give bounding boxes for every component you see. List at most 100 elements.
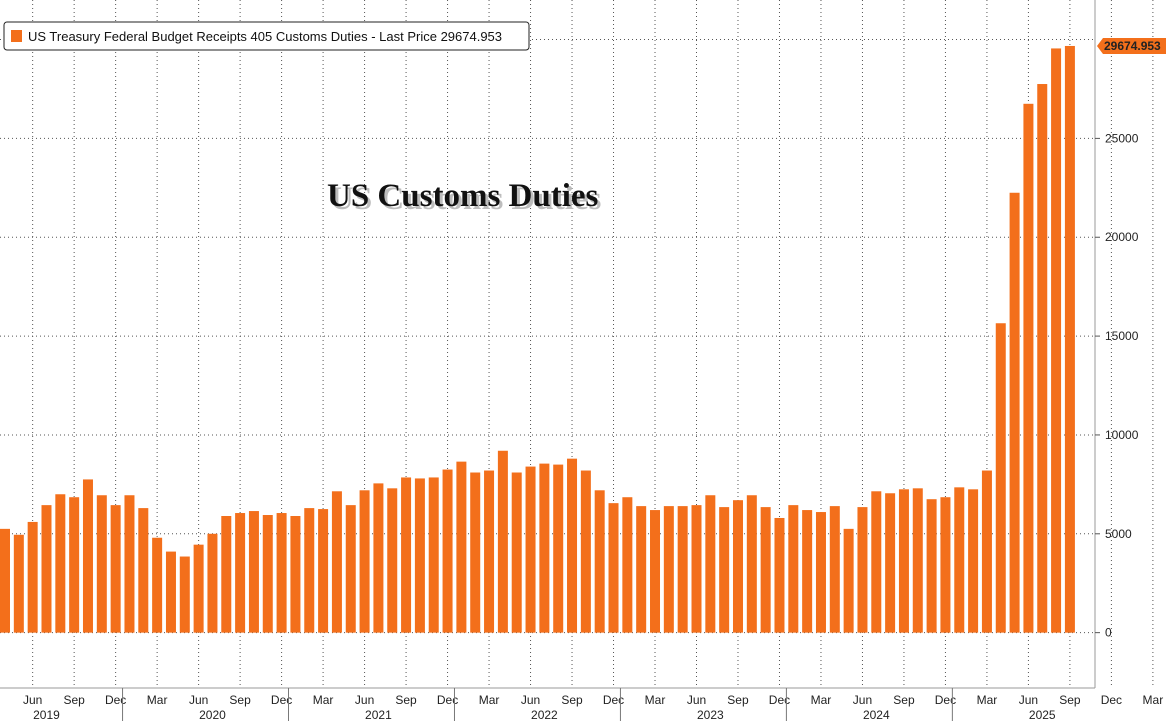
x-tick-label: Dec	[603, 693, 624, 707]
last-value-marker: 29674.953	[1097, 37, 1166, 54]
bar	[69, 497, 80, 633]
bar	[428, 477, 439, 633]
bar	[774, 517, 785, 633]
year-label: 2020	[199, 708, 226, 721]
x-tick-label: Mar	[811, 693, 832, 707]
bar	[13, 534, 24, 633]
x-tick-label: Dec	[769, 693, 790, 707]
bar	[732, 500, 743, 633]
bar	[968, 489, 979, 633]
x-tick-label: Sep	[63, 693, 85, 707]
bar	[55, 494, 66, 633]
x-tick-label: Jun	[355, 693, 374, 707]
bar	[580, 470, 591, 633]
year-label: 2024	[863, 708, 890, 721]
x-tick-label: Mar	[1143, 693, 1164, 707]
y-tick-label: 15000	[1105, 329, 1139, 343]
year-label: 2023	[697, 708, 724, 721]
bar	[912, 488, 923, 633]
x-tick-label: Mar	[313, 693, 334, 707]
bar	[193, 544, 204, 633]
bar	[608, 503, 619, 633]
bar	[290, 516, 301, 633]
bar	[663, 506, 674, 633]
bar	[41, 505, 52, 633]
bar	[456, 461, 467, 633]
bar	[1064, 45, 1075, 633]
x-tick-label: Mar	[645, 693, 666, 707]
bar	[857, 507, 868, 633]
x-tick-label: Mar	[479, 693, 500, 707]
bar	[1009, 192, 1020, 633]
bar	[262, 515, 273, 633]
bar	[553, 464, 564, 633]
bar	[650, 510, 661, 633]
y-tick-label: 20000	[1105, 230, 1139, 244]
bar	[165, 551, 176, 633]
legend-swatch	[11, 30, 22, 42]
bar	[746, 495, 757, 633]
bar	[995, 323, 1006, 633]
x-tick-label: Jun	[1019, 693, 1038, 707]
x-tick-label: Dec	[105, 693, 126, 707]
y-tick-label: 10000	[1105, 428, 1139, 442]
bar	[124, 495, 135, 633]
x-tick-label: Jun	[23, 693, 42, 707]
year-label: 2022	[531, 708, 558, 721]
year-label: 2021	[365, 708, 392, 721]
x-tick-label: Jun	[189, 693, 208, 707]
bars	[0, 45, 1075, 633]
bar	[96, 495, 107, 633]
last-value-tag	[1097, 37, 1166, 54]
last-value-label: 29674.953	[1104, 39, 1161, 53]
year-label: 2019	[33, 708, 60, 721]
bar	[885, 493, 896, 633]
x-tick-label: Sep	[727, 693, 749, 707]
x-tick-labels: Jun Sep Dec Mar Jun Sep Dec Mar Jun Sep Dec Mar Jun S…	[23, 688, 1164, 721]
bar	[940, 497, 951, 633]
bar	[539, 463, 550, 633]
bar	[677, 506, 688, 633]
bar	[110, 505, 121, 633]
axes	[0, 0, 1096, 689]
x-tick-label: Sep	[1059, 693, 1081, 707]
x-tick-label: Sep	[229, 693, 251, 707]
bar	[705, 495, 716, 633]
x-tick-label: Mar	[977, 693, 998, 707]
bar	[470, 472, 481, 633]
grid	[0, 0, 1154, 688]
bar	[276, 513, 287, 633]
bar	[387, 488, 398, 633]
x-tick-label: Jun	[521, 693, 540, 707]
bar	[511, 472, 522, 633]
bar	[567, 458, 578, 633]
x-tick-label: Sep	[395, 693, 417, 707]
bar	[359, 490, 370, 633]
bar	[691, 505, 702, 633]
legend-box	[3, 21, 530, 51]
x-tick-label: Dec	[437, 693, 458, 707]
year-label: 2025	[1029, 708, 1056, 721]
bar	[636, 506, 647, 633]
y-tick-label: 5000	[1105, 527, 1132, 541]
x-tick-label: Jun	[687, 693, 706, 707]
bar	[318, 509, 329, 633]
legend: US Treasury Federal Budget Receipts 405 …	[3, 21, 530, 51]
bar	[497, 450, 508, 633]
bar	[1037, 84, 1048, 633]
bar	[401, 477, 412, 633]
x-tick-label: Sep	[893, 693, 915, 707]
bar	[82, 479, 93, 633]
bar	[815, 512, 826, 633]
bar	[719, 507, 730, 633]
bar	[788, 505, 799, 633]
bar	[829, 506, 840, 633]
overlay-title-text: US Customs Duties	[327, 178, 599, 214]
bar	[1023, 103, 1034, 633]
bar	[484, 470, 495, 633]
bar	[802, 510, 813, 633]
bar	[138, 508, 149, 633]
x-tick-label: Dec	[1101, 693, 1122, 707]
